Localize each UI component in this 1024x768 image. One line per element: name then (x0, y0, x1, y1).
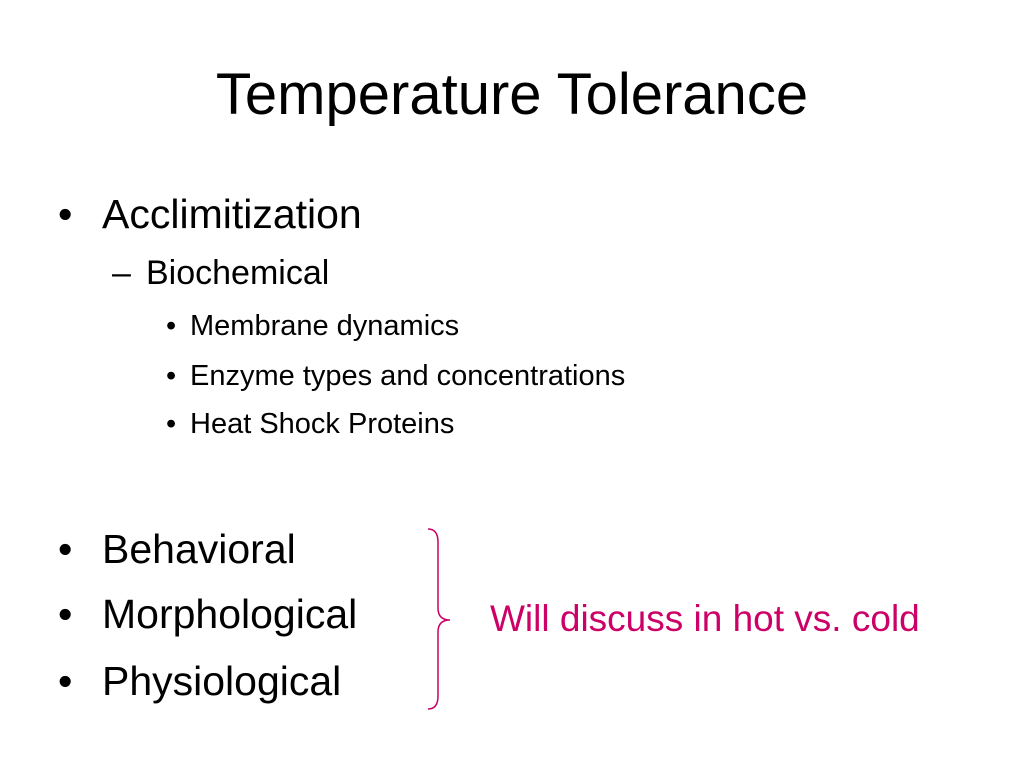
bullet-marker: • (58, 591, 73, 637)
right-curly-brace-icon (427, 528, 451, 710)
note-hot-vs-cold: Will discuss in hot vs. cold (490, 598, 920, 639)
bullet-marker: • (58, 526, 73, 572)
item-heat-shock-proteins: Heat Shock Proteins (190, 408, 455, 440)
item-membrane-dynamics: Membrane dynamics (190, 310, 460, 342)
bullet-marker: • (58, 658, 73, 704)
bullet-marker: • (166, 408, 177, 440)
slide-title: Temperature Tolerance (215, 62, 809, 127)
bullet-marker: • (58, 191, 73, 237)
dash-marker: – (112, 254, 131, 292)
subbullet-biochemical: Biochemical (146, 254, 330, 292)
item-enzyme-types: Enzyme types and concentrations (190, 360, 626, 392)
bullet-physiological: Physiological (102, 658, 342, 704)
bullet-acclimitization: Acclimitization (102, 191, 362, 237)
bullet-behavioral: Behavioral (102, 526, 296, 572)
bullet-morphological: Morphological (102, 591, 358, 637)
bullet-marker: • (166, 360, 177, 392)
bullet-marker: • (166, 310, 177, 342)
